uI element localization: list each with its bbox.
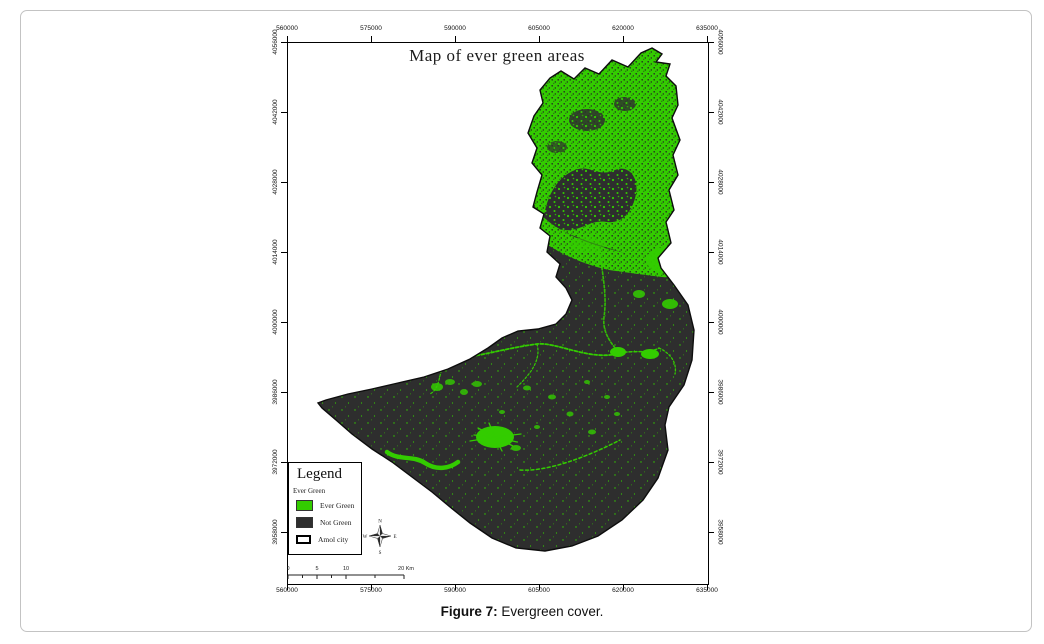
- y-tick-mark: [708, 532, 714, 533]
- y-tick-mark: [281, 252, 287, 253]
- x-tick-mark: [539, 584, 540, 590]
- figure-caption: Figure 7: Evergreen cover.: [0, 604, 1044, 619]
- caption-text: Evergreen cover.: [497, 604, 604, 619]
- evergreen-patch: [569, 237, 605, 253]
- compass-rose-icon: N E S W: [363, 520, 397, 557]
- legend-item-label: Amol city: [318, 535, 349, 544]
- legend-box: Legend Ever Green Ever Green Not Green A…: [288, 462, 362, 555]
- y-tick-label-left: 4042000: [271, 99, 279, 125]
- notgreen-speckle: [547, 141, 567, 153]
- x-tick-label-top: 575000: [360, 24, 382, 32]
- x-tick-mark: [539, 36, 540, 42]
- evergreen-swatch: [296, 500, 313, 511]
- y-tick-label-left: 4000000: [271, 309, 279, 335]
- y-tick-mark: [708, 322, 714, 323]
- y-tick-label-left: 4014000: [271, 239, 279, 265]
- x-tick-mark: [371, 36, 372, 42]
- x-tick-mark: [707, 584, 708, 590]
- x-tick-mark: [287, 584, 288, 590]
- y-tick-mark: [281, 392, 287, 393]
- map-canvas: N E S W 0 5 10 20 Km: [287, 47, 695, 579]
- x-tick-mark: [287, 36, 288, 42]
- x-tick-label-bottom: 560000: [276, 586, 298, 594]
- x-tick-label-top: 590000: [444, 24, 466, 32]
- y-tick-label-right: 4056000: [716, 29, 724, 55]
- y-tick-label-left: 3986000: [271, 379, 279, 405]
- x-tick-mark: [707, 36, 708, 42]
- scale-bar: 0 5 10 20 Km: [287, 566, 414, 579]
- legend-item-label: Not Green: [320, 518, 352, 527]
- notgreen-speckle: [569, 109, 605, 131]
- compass-s-label: S: [379, 551, 382, 556]
- y-tick-mark: [281, 112, 287, 113]
- y-tick-label-right: 4014000: [716, 239, 724, 265]
- compass-n-label: N: [378, 520, 382, 525]
- evergreen-patches: [431, 290, 678, 451]
- y-tick-mark: [281, 322, 287, 323]
- legend-item-evergreen: Ever Green: [296, 500, 354, 511]
- x-tick-label-bottom: 575000: [360, 586, 382, 594]
- notgreen-north-patch: [543, 168, 637, 231]
- notgreen-swatch: [296, 517, 313, 528]
- caption-figure-number: Figure 7:: [440, 604, 498, 619]
- y-tick-label-right: 3986000: [716, 379, 724, 405]
- legend-item-notgreen: Not Green: [296, 517, 351, 528]
- y-tick-mark: [708, 112, 714, 113]
- y-tick-label-right: 3972000: [716, 449, 724, 475]
- x-tick-mark: [623, 584, 624, 590]
- compass-e-label: E: [393, 535, 396, 540]
- legend-title: Legend: [297, 466, 342, 482]
- y-tick-label-left: 4056000: [271, 29, 279, 55]
- x-tick-label-bottom: 620000: [612, 586, 634, 594]
- y-tick-label-left: 3958000: [271, 519, 279, 545]
- legend-layer-name: Ever Green: [293, 486, 326, 495]
- compass-w-label: W: [363, 535, 368, 540]
- scalebar-label-0: 0: [287, 566, 290, 572]
- evergreen-city-blob: [469, 422, 522, 452]
- y-tick-mark: [708, 42, 714, 43]
- y-tick-mark: [281, 462, 287, 463]
- x-tick-label-top: 560000: [276, 24, 298, 32]
- legend-item-label: Ever Green: [320, 501, 355, 510]
- y-tick-label-left: 4028000: [271, 169, 279, 195]
- y-tick-label-left: 3972000: [271, 449, 279, 475]
- y-tick-label-right: 4042000: [716, 99, 724, 125]
- x-tick-mark: [371, 584, 372, 590]
- y-tick-mark: [708, 182, 714, 183]
- y-tick-label-right: 4000000: [716, 309, 724, 335]
- scalebar-label-5: 5: [315, 566, 318, 572]
- amol-city-outline-swatch: [296, 535, 311, 544]
- y-tick-mark: [708, 462, 714, 463]
- x-tick-label-top: 605000: [528, 24, 550, 32]
- x-tick-label-bottom: 590000: [444, 586, 466, 594]
- map-title: Map of ever green areas: [409, 46, 585, 65]
- legend-item-amol-city: Amol city: [296, 534, 348, 545]
- x-tick-mark: [455, 584, 456, 590]
- y-tick-label-right: 3958000: [716, 519, 724, 545]
- notgreen-speckle: [614, 97, 636, 111]
- x-tick-label-top: 635000: [696, 24, 718, 32]
- county-outline: [316, 47, 695, 552]
- y-tick-mark: [708, 392, 714, 393]
- x-tick-label-top: 620000: [612, 24, 634, 32]
- scalebar-label-10: 10: [343, 566, 349, 572]
- x-tick-label-bottom: 635000: [696, 586, 718, 594]
- city-blob-rays: [469, 422, 522, 452]
- y-tick-label-right: 4028000: [716, 169, 724, 195]
- y-tick-mark: [708, 252, 714, 253]
- y-tick-mark: [281, 532, 287, 533]
- evergreen-dense-blob: [646, 246, 694, 274]
- y-tick-mark: [281, 182, 287, 183]
- x-tick-label-bottom: 605000: [528, 586, 550, 594]
- y-tick-mark: [281, 42, 287, 43]
- landcover-layers: [384, 48, 694, 471]
- scalebar-label-20km: 20 Km: [398, 566, 414, 572]
- x-tick-mark: [455, 36, 456, 42]
- x-tick-mark: [623, 36, 624, 42]
